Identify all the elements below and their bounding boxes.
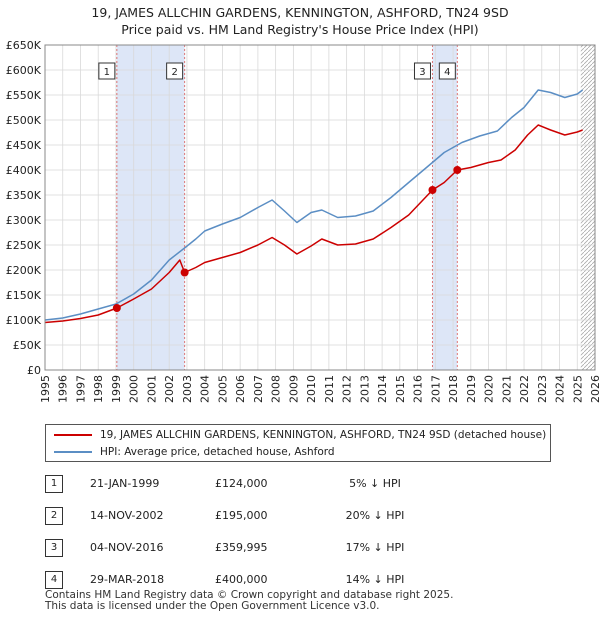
x-tick-label: 2008 [270, 375, 283, 403]
x-tick-label: 2000 [128, 375, 141, 403]
x-tick-label: 2007 [252, 375, 265, 403]
x-tick-label: 1995 [39, 375, 52, 403]
hpi-line [44, 89, 584, 321]
x-tick-label: 1996 [57, 375, 70, 403]
sale-number-label: 3 [419, 67, 425, 78]
plot-frame [44, 44, 596, 371]
y-tick-label: £150K [6, 289, 42, 302]
transaction-number: 2 [45, 507, 63, 525]
x-tick-label: 2023 [536, 375, 549, 403]
y-tick-label: £550K [6, 89, 42, 102]
sale-number-label: 1 [104, 67, 110, 78]
transaction-hpi-diff: 14% ↓ HPI [345, 573, 405, 586]
sale-point [180, 268, 189, 277]
table-row: 3 04-NOV-2016 £359,995 17% ↓ HPI [45, 536, 465, 568]
y-tick-label: £650K [6, 39, 42, 52]
x-tick-label: 2001 [145, 375, 158, 403]
transaction-hpi-diff: 20% ↓ HPI [345, 509, 405, 522]
chart-title: 19, JAMES ALLCHIN GARDENS, KENNINGTON, A… [0, 4, 600, 38]
x-tick-label: 2006 [234, 375, 247, 403]
x-tick-label: 2002 [163, 375, 176, 403]
y-tick-label: £450K [6, 139, 42, 152]
sale-point [112, 304, 121, 312]
y-tick-label: £250K [6, 239, 42, 252]
x-tick-label: 2011 [323, 375, 336, 403]
transaction-number: 4 [45, 571, 63, 589]
x-tick-label: 1998 [92, 375, 105, 403]
transaction-date: 29-MAR-2018 [90, 573, 165, 586]
sale-point [428, 186, 437, 195]
y-tick-label: £400K [6, 164, 42, 177]
price-chart: 1 2 3 4 £0 £50K £100K £150K £200K £250K £300K £350K… [6, 39, 600, 403]
x-tick-label: 2021 [500, 375, 513, 403]
x-tick-label: 2019 [465, 375, 478, 403]
x-tick-label: 2016 [412, 375, 425, 403]
x-tick-label: 2020 [483, 375, 496, 403]
legend-property-label: 19, JAMES ALLCHIN GARDENS, KENNINGTON, A… [100, 429, 547, 441]
sale-number-box [98, 62, 116, 80]
x-tick-label: 2005 [216, 375, 229, 403]
transaction-date: 14-NOV-2002 [90, 509, 164, 522]
x-tick-label: 2009 [287, 375, 300, 403]
legend-hpi-label: HPI: Average price, detached house, Ashf… [100, 446, 335, 458]
y-tick-label: £200K [6, 264, 42, 277]
x-tick-label: 2014 [376, 375, 389, 403]
transaction-hpi-diff: 5% ↓ HPI [349, 477, 401, 490]
transaction-price: £124,000 [215, 477, 268, 490]
chart-legend: 19, JAMES ALLCHIN GARDENS, KENNINGTON, A… [45, 424, 551, 462]
table-row: 1 21-JAN-1999 £124,000 5% ↓ HPI [45, 472, 465, 504]
x-tick-label: 2017 [429, 375, 442, 403]
y-tick-label: £350K [6, 189, 42, 202]
sale-number-label: 4 [444, 67, 450, 78]
x-tick-label: 2013 [358, 375, 371, 403]
shaded-period [116, 45, 185, 370]
table-row: 2 14-NOV-2002 £195,000 20% ↓ HPI [45, 504, 465, 536]
legend-property-swatch [54, 434, 92, 436]
x-tick-label: 2015 [394, 375, 407, 403]
transactions-table: 1 21-JAN-1999 £124,000 5% ↓ HPI 2 14-NOV… [45, 472, 465, 600]
x-tick-label: 2022 [518, 375, 531, 403]
x-tick-label: 2003 [181, 375, 194, 403]
x-tick-label: 1999 [110, 375, 123, 403]
property-price-line [44, 124, 583, 324]
title-line-1: 19, JAMES ALLCHIN GARDENS, KENNINGTON, A… [91, 5, 509, 20]
sale-number-box [413, 62, 431, 80]
transaction-hpi-diff: 17% ↓ HPI [345, 541, 405, 554]
sale-number-box [438, 62, 456, 80]
transaction-price: £400,000 [215, 573, 268, 586]
y-tick-label: £50K [13, 339, 42, 352]
footer-line-1: Contains HM Land Registry data © Crown c… [45, 589, 454, 601]
legend-property-row: 19, JAMES ALLCHIN GARDENS, KENNINGTON, A… [54, 427, 546, 444]
x-tick-label: 2018 [447, 375, 460, 403]
x-tick-label: 2026 [589, 375, 600, 403]
transaction-price: £195,000 [215, 509, 268, 522]
x-tick-label: 2024 [554, 375, 567, 403]
legend-hpi-row: HPI: Average price, detached house, Ashf… [54, 444, 335, 461]
sale-number-label: 2 [171, 67, 177, 78]
shaded-period [432, 45, 458, 370]
table-row: 4 29-MAR-2018 £400,000 14% ↓ HPI [45, 568, 465, 600]
y-tick-label: £0 [27, 364, 41, 377]
transaction-date: 21-JAN-1999 [90, 477, 160, 490]
sale-number-box [166, 62, 184, 80]
legend-hpi-swatch [54, 451, 92, 453]
future-hatch [580, 45, 595, 370]
sale-point [453, 166, 462, 174]
x-tick-label: 2010 [305, 375, 318, 403]
footer: Contains HM Land Registry data © Crown c… [45, 590, 453, 612]
y-tick-label: £300K [6, 214, 42, 227]
x-tick-label: 2012 [341, 375, 354, 403]
footer-line-2: This data is licensed under the Open Gov… [45, 600, 380, 612]
y-tick-label: £500K [6, 114, 42, 127]
transaction-number: 1 [45, 475, 63, 493]
transaction-price: £359,995 [215, 541, 268, 554]
transaction-date: 04-NOV-2016 [90, 541, 164, 554]
y-tick-label: £600K [6, 64, 42, 77]
y-tick-label: £100K [6, 314, 42, 327]
title-line-2: Price paid vs. HM Land Registry's House … [121, 22, 479, 37]
x-tick-label: 2025 [571, 375, 584, 403]
transaction-number: 3 [45, 539, 63, 557]
x-tick-label: 2004 [199, 375, 212, 403]
x-tick-label: 1997 [74, 375, 87, 403]
